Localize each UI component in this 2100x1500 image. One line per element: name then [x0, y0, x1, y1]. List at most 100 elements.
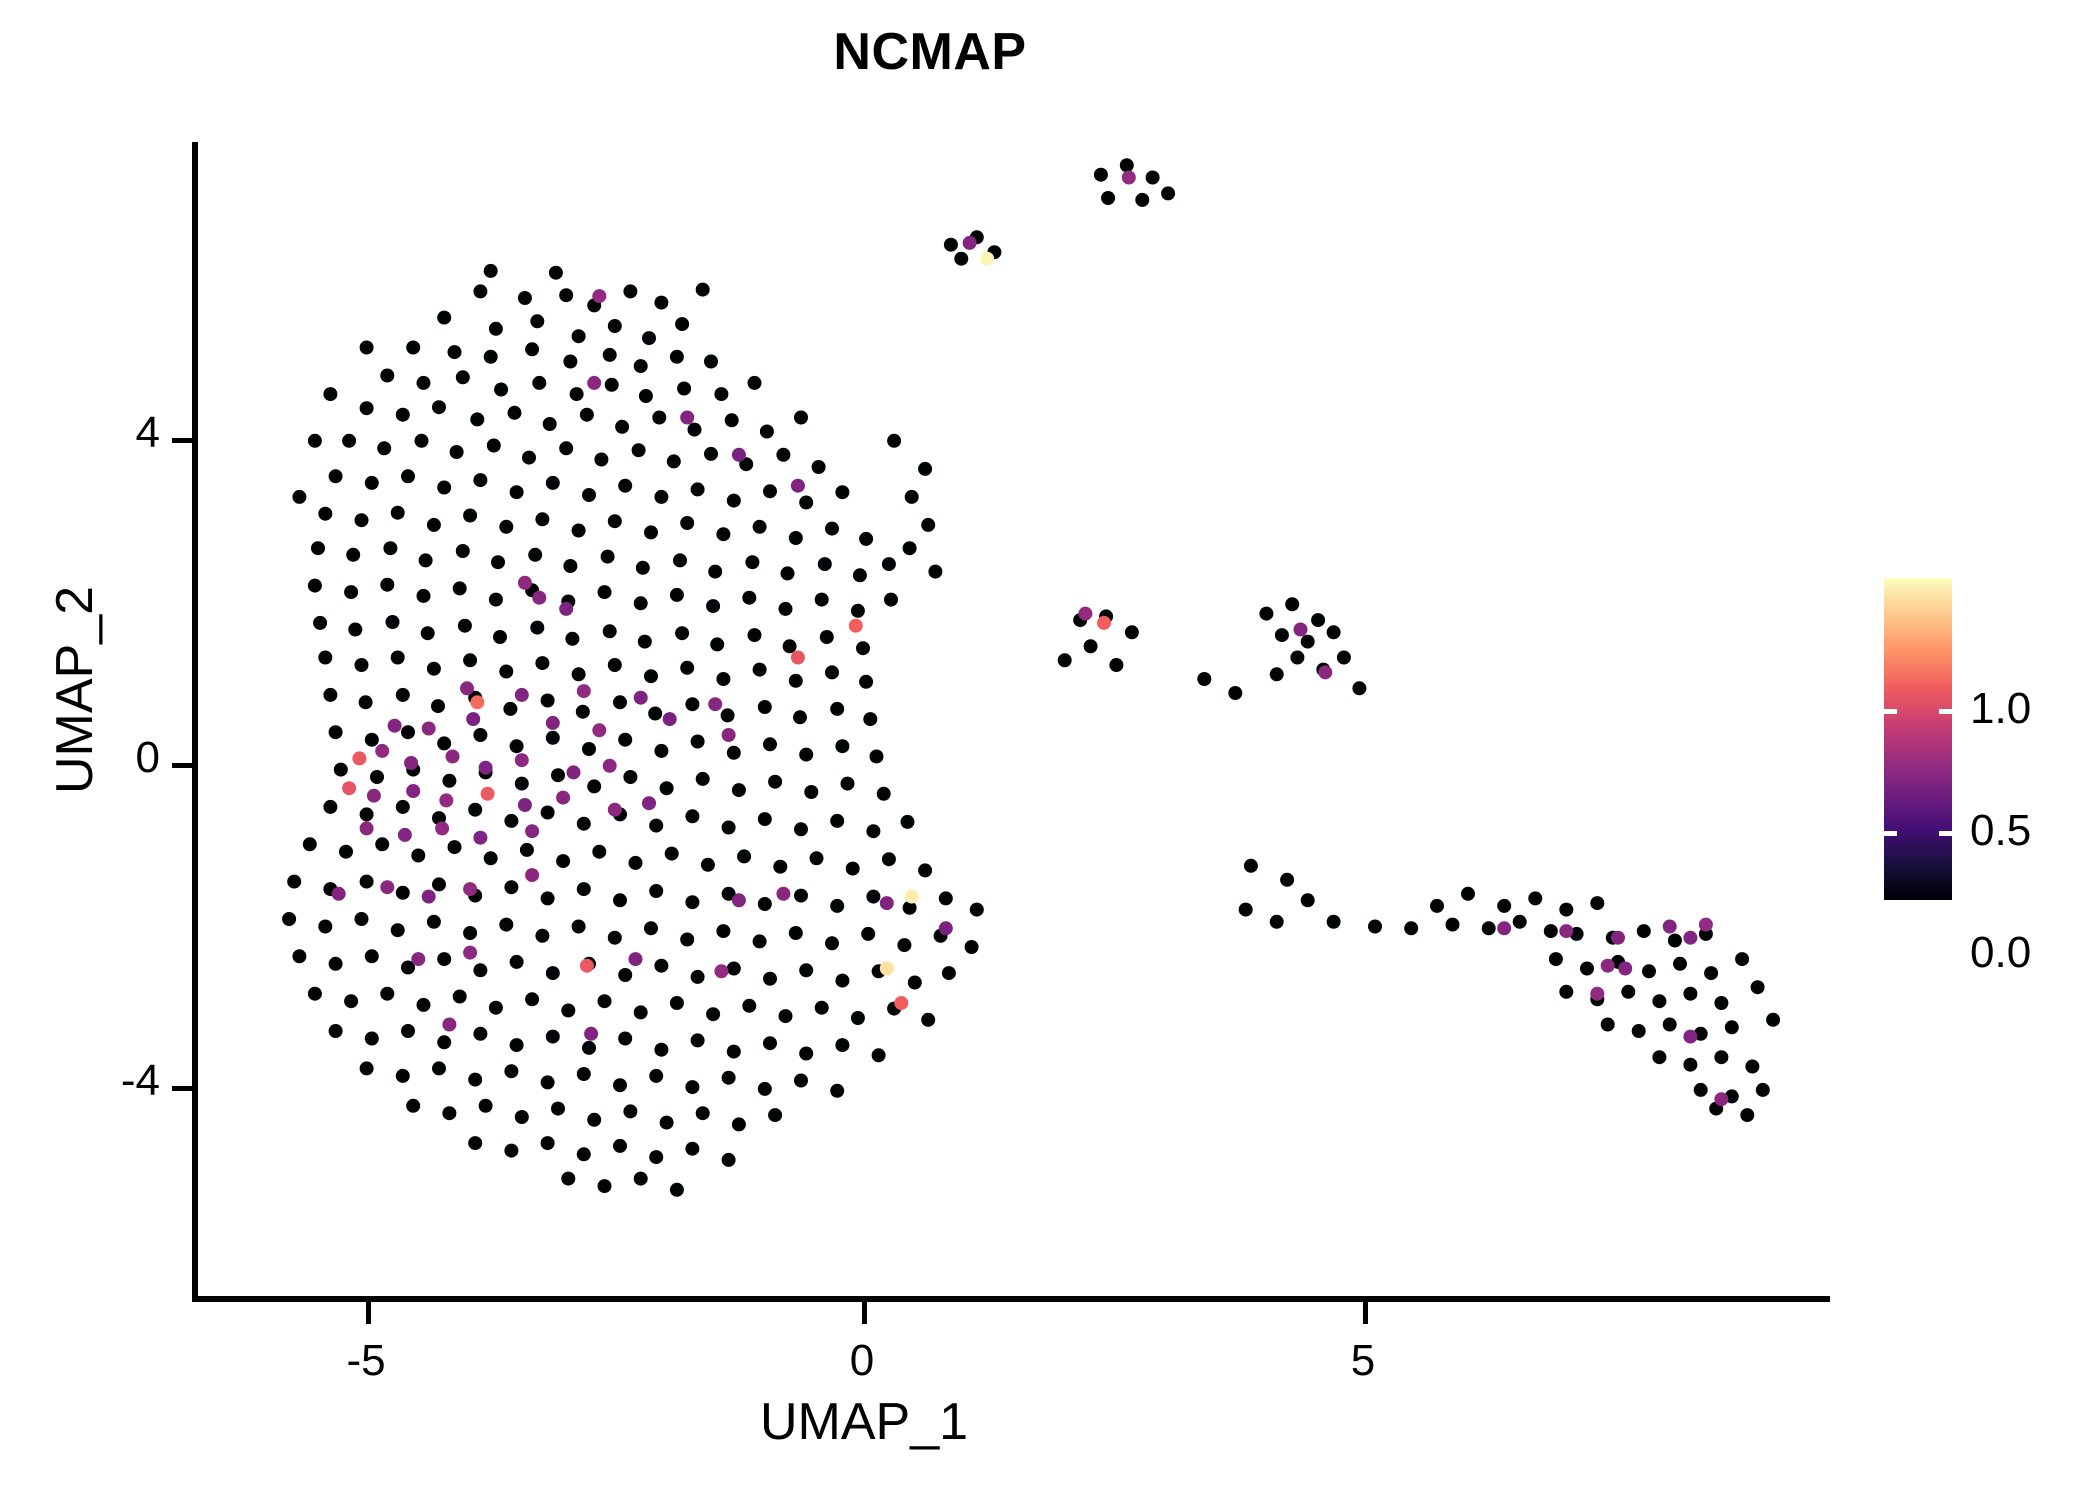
scatter-point — [380, 880, 395, 895]
scatter-point — [881, 852, 896, 867]
scatter-point — [654, 958, 669, 973]
scatter-point — [1368, 919, 1382, 934]
scatter-point — [739, 457, 754, 472]
scatter-point — [1290, 650, 1305, 665]
scatter-point — [690, 969, 705, 984]
scatter-point — [421, 721, 436, 736]
x-tick-label-0: 0 — [849, 1336, 875, 1385]
scatter-point — [582, 488, 596, 502]
scatter-point — [354, 912, 369, 926]
scatter-point — [556, 854, 571, 869]
scatter-point — [649, 1068, 664, 1083]
scatter-point — [455, 544, 470, 558]
scatter-point — [426, 914, 441, 929]
scatter-point — [597, 994, 612, 1009]
scatter-point — [680, 410, 695, 425]
scatter-point — [406, 784, 421, 798]
scatter-point — [563, 354, 578, 369]
scatter-point — [504, 813, 519, 828]
scatter-point — [780, 566, 795, 581]
scatter-point — [339, 844, 353, 859]
scatter-point — [579, 407, 594, 422]
scatter-point — [364, 1031, 379, 1046]
scatter-point — [416, 997, 431, 1012]
scatter-point — [669, 587, 684, 602]
scatter-point — [637, 634, 652, 649]
scatter-point — [540, 805, 555, 820]
scatter-point — [452, 989, 467, 1004]
scatter-point — [747, 628, 762, 643]
scatter-point — [509, 1038, 524, 1053]
scatter-point — [1293, 622, 1308, 637]
scatter-point — [1119, 158, 1134, 173]
scatter-point — [1611, 930, 1625, 945]
scatter-point — [649, 884, 664, 898]
scatter-point — [677, 381, 692, 396]
scatter-point — [724, 413, 739, 428]
scatter-point — [318, 506, 333, 521]
scatter-point — [1618, 961, 1633, 976]
scatter-point — [457, 618, 472, 633]
scatter-point — [473, 728, 488, 742]
scatter-point — [726, 1044, 741, 1059]
scatter-point — [307, 578, 322, 593]
scatter-point — [463, 653, 478, 668]
scatter-point — [1740, 1108, 1755, 1123]
scatter-point — [721, 886, 736, 901]
scatter-point — [584, 1026, 599, 1041]
scatter-point — [559, 288, 574, 303]
scatter-point — [359, 401, 374, 416]
scatter-point — [499, 664, 514, 679]
scatter-point — [328, 725, 343, 740]
scatter-point — [1083, 639, 1098, 654]
x-tick-mark-1 — [862, 1302, 867, 1324]
scatter-point — [1461, 886, 1475, 901]
scatter-point — [938, 891, 953, 906]
scatter-point — [928, 564, 943, 579]
scatter-point — [809, 851, 824, 866]
scatter-point — [835, 739, 850, 754]
scatter-point — [1093, 167, 1108, 182]
scatter-point — [1652, 994, 1667, 1009]
scatter-point — [359, 807, 374, 822]
scatter-point — [856, 641, 870, 656]
scatter-point — [545, 730, 560, 745]
scatter-point — [1683, 1057, 1698, 1072]
scatter-point — [644, 921, 658, 936]
scatter-point — [850, 1011, 865, 1025]
scatter-point — [1300, 634, 1315, 649]
scatter-point — [385, 615, 400, 629]
scatter-point — [576, 882, 591, 897]
scatter-point — [587, 779, 602, 794]
colorbar-legend: 1.0 0.5 0.0 — [1884, 578, 2084, 977]
scatter-point — [525, 824, 540, 839]
scatter-point — [623, 770, 638, 784]
scatter-point — [1693, 1082, 1708, 1097]
scatter-point — [962, 235, 977, 250]
scatter-point — [633, 596, 648, 611]
scatter-point — [788, 673, 803, 688]
scatter-point — [380, 368, 395, 383]
scatter-point — [437, 952, 452, 967]
y-tick-mark-1 — [172, 763, 194, 768]
scatter-point — [726, 493, 741, 508]
scatter-point — [757, 812, 772, 827]
scatter-point — [514, 1110, 529, 1124]
scatter-point — [473, 963, 488, 978]
scatter-point — [383, 541, 398, 556]
scatter-point — [716, 672, 731, 686]
scatter-point — [669, 349, 684, 364]
scatter-point — [328, 1024, 343, 1038]
scatter-point — [835, 973, 850, 988]
scatter-point — [1704, 966, 1719, 981]
scatter-point — [1269, 914, 1284, 929]
scatter-point — [416, 588, 431, 603]
scatter-point — [542, 417, 557, 431]
scatter-point — [525, 342, 540, 357]
scatter-point — [1673, 956, 1687, 971]
y-tick-mark-0 — [172, 438, 194, 443]
scatter-point — [794, 888, 808, 903]
scatter-point — [468, 802, 483, 817]
scatter-point — [840, 776, 855, 791]
scatter-point — [504, 1064, 519, 1079]
